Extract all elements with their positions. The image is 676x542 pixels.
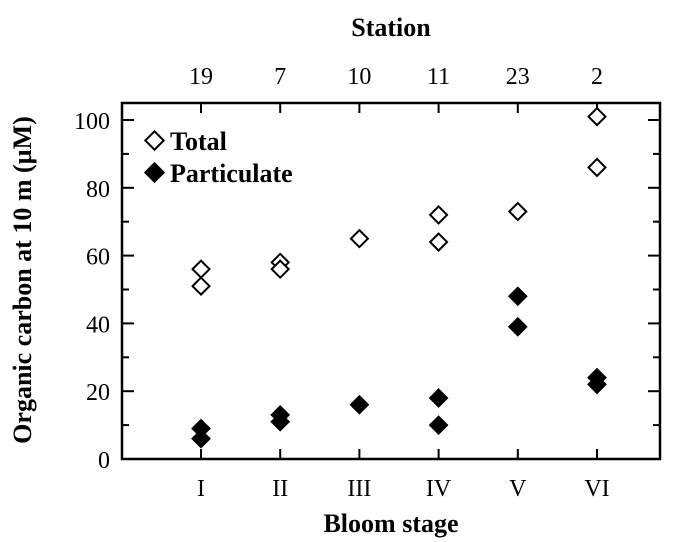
y-tick-label: 100 — [74, 109, 110, 135]
x-axis-title: Bloom stage — [323, 509, 458, 538]
legend-total-marker — [143, 129, 166, 152]
total-point — [270, 259, 291, 280]
top-axis: 19 7 10 11 23 2 — [189, 64, 603, 113]
total-point — [507, 201, 528, 222]
x-tick-label: V — [509, 476, 527, 502]
station-label: 2 — [591, 64, 603, 90]
y-tick-label: 0 — [98, 448, 110, 474]
particulate-point — [587, 374, 607, 395]
y-axis: 0 20 40 60 80 100 — [74, 109, 660, 474]
x-tick-label: III — [347, 476, 371, 502]
total-point — [428, 232, 449, 252]
x-tick-label: IV — [426, 476, 452, 502]
particulate-point — [428, 388, 449, 408]
x-tick-label: VI — [584, 476, 609, 502]
y-axis-title: Organic carbon at 10 m (µM) — [8, 116, 37, 444]
station-label: 23 — [506, 64, 530, 90]
top-axis-title: Station — [351, 13, 431, 42]
station-label: 11 — [427, 64, 450, 90]
particulate-point — [428, 415, 449, 435]
plot-frame — [120, 101, 662, 461]
y-tick-label: 40 — [86, 312, 110, 338]
station-label: 19 — [189, 64, 213, 90]
particulate-point — [349, 394, 370, 415]
total-point — [191, 276, 211, 297]
total-point — [587, 157, 607, 178]
particulate-point — [191, 428, 211, 449]
data-points — [191, 106, 607, 449]
x-axis: I II III IV V VI — [197, 449, 610, 502]
total-point — [191, 259, 211, 280]
x-tick-label: II — [272, 476, 288, 502]
y-tick-label: 60 — [86, 245, 110, 271]
legend-particulate-marker — [143, 161, 166, 184]
legend-particulate-label: Particulate — [170, 159, 293, 188]
total-point — [349, 228, 370, 249]
particulate-point — [270, 411, 291, 432]
total-point — [587, 106, 607, 127]
legend: Total Particulate — [143, 127, 293, 188]
station-label: 10 — [347, 64, 371, 90]
total-point — [428, 205, 449, 225]
particulate-point — [507, 286, 528, 307]
y-tick-label: 80 — [86, 177, 110, 203]
x-tick-label: I — [197, 476, 205, 502]
particulate-point — [191, 418, 211, 439]
legend-total-label: Total — [170, 127, 227, 156]
station-label: 7 — [274, 64, 286, 90]
y-tick-label: 20 — [86, 380, 110, 406]
particulate-point — [507, 316, 528, 337]
